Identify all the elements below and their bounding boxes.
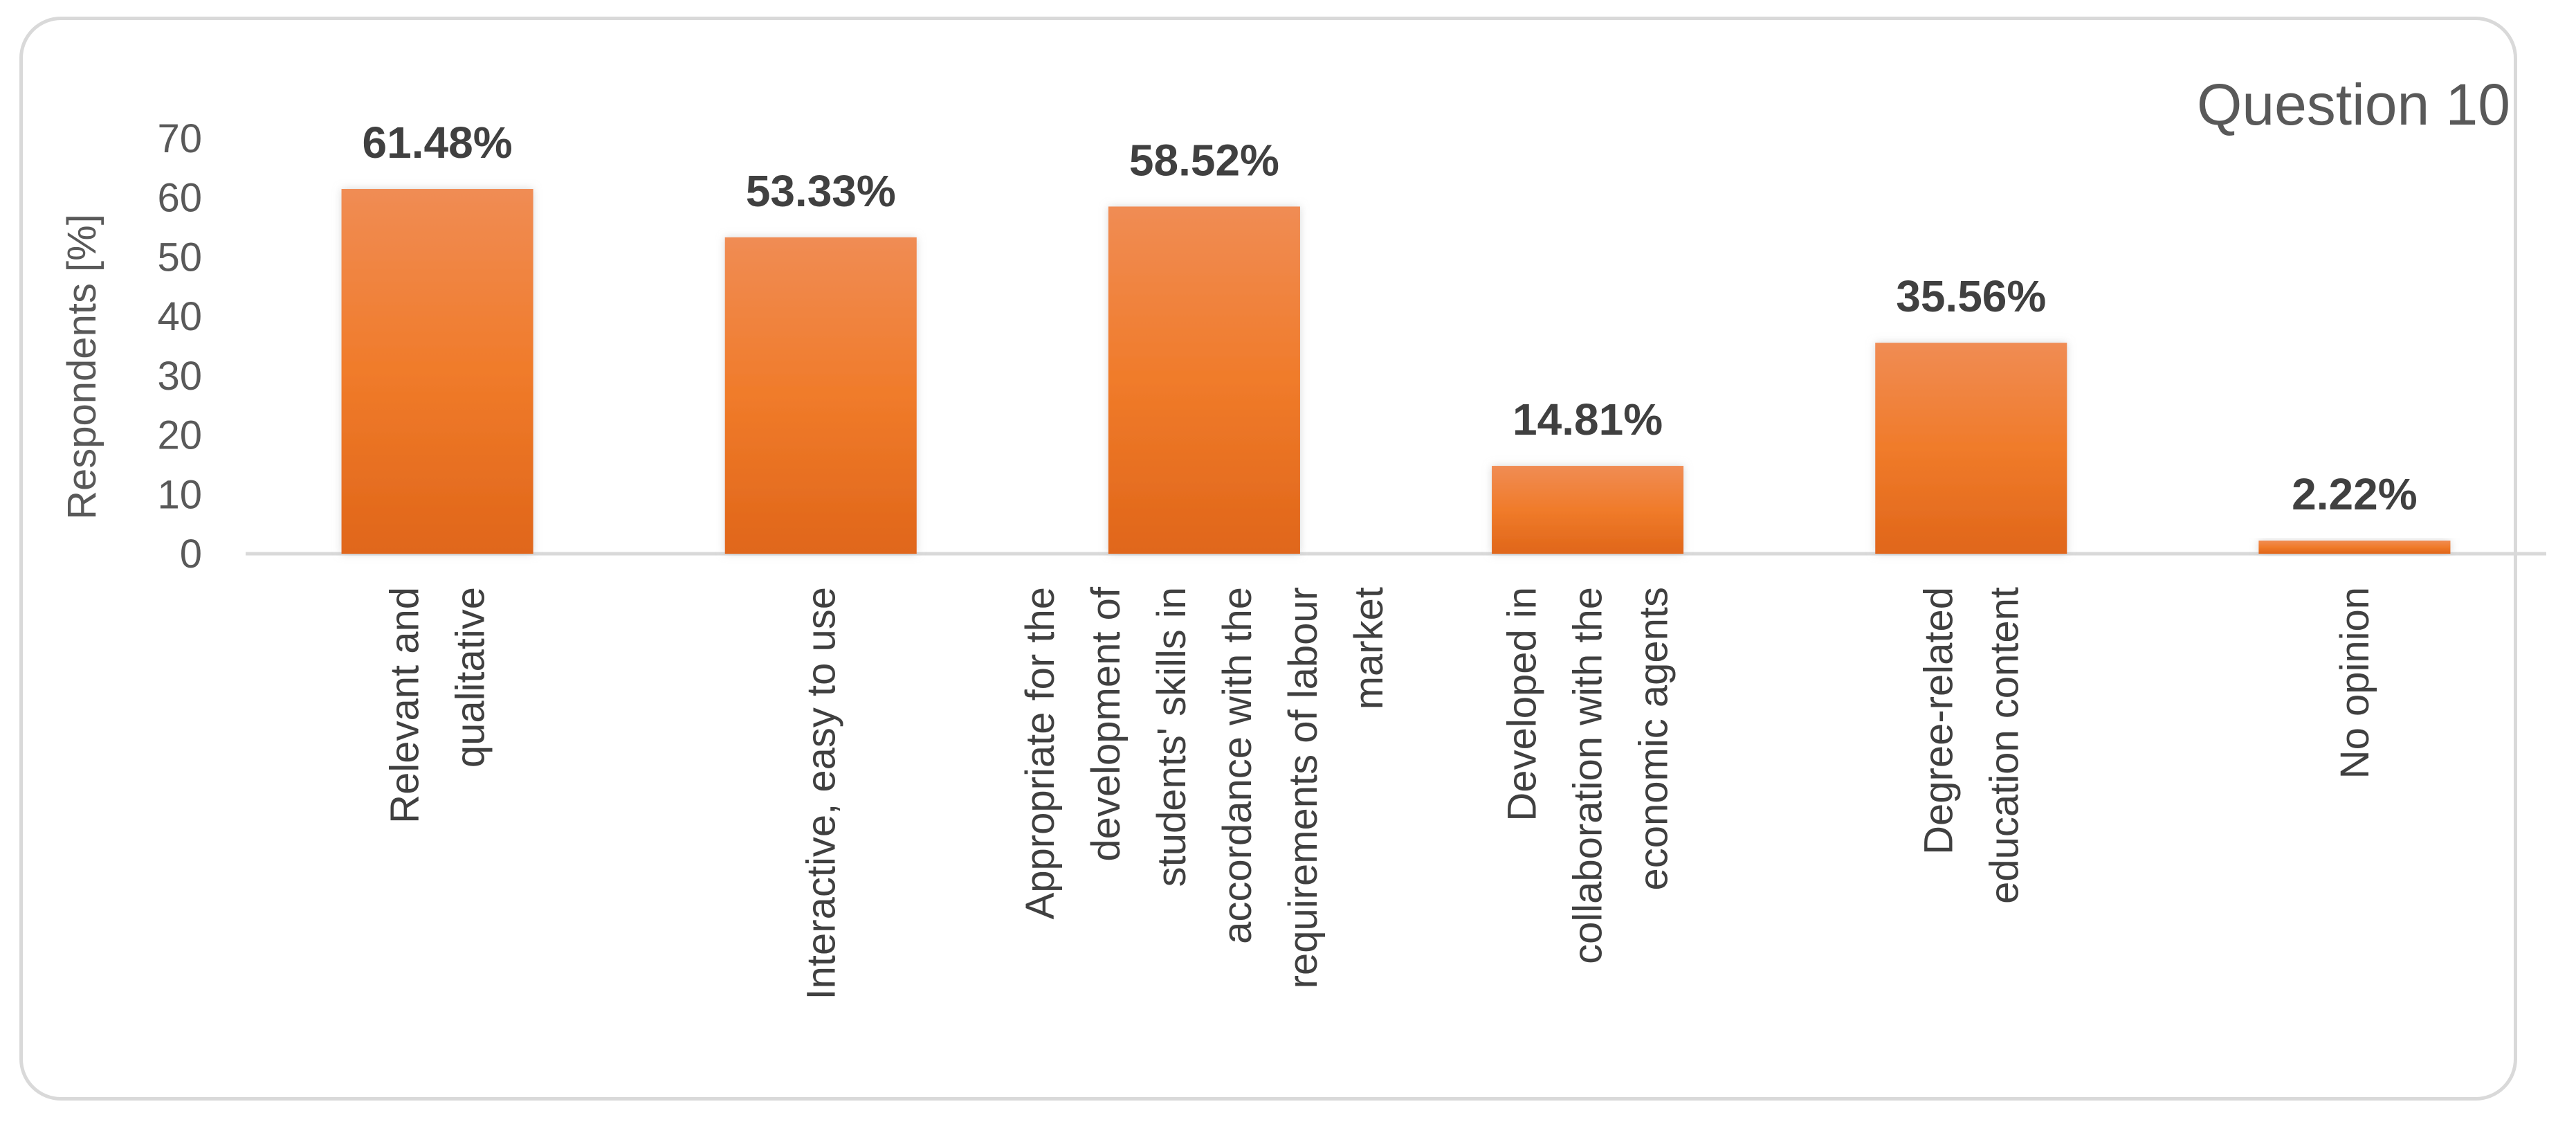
y-tick-label: 50 [157, 235, 202, 280]
y-tick-label: 40 [157, 294, 202, 339]
category-label: Developed in collaboration with the econom… [1500, 587, 1677, 964]
y-axis-ticks: 0 10 20 30 40 50 60 70 [157, 116, 202, 577]
category-label: Relevant and qualitative [383, 587, 493, 824]
data-label: 14.81% [1513, 395, 1663, 444]
y-tick-label: 60 [157, 176, 202, 221]
category-label-line: collaboration with the [1566, 587, 1611, 964]
chart-title: Question 10 [2197, 72, 2510, 137]
y-tick-label: 0 [180, 532, 202, 577]
category-label-line: No opinion [2332, 587, 2377, 779]
y-tick-label: 10 [157, 472, 202, 517]
y-tick-label: 70 [157, 116, 202, 161]
bar [2258, 540, 2451, 554]
category-label: Interactive, easy to use [798, 587, 843, 999]
category-label-line: Degree-related [1916, 587, 1961, 855]
bar [341, 189, 533, 554]
bars [341, 189, 2451, 554]
category-label-line: requirements of labour [1281, 587, 1326, 988]
bar [724, 237, 917, 554]
category-label-line: development of [1084, 586, 1129, 861]
data-label: 58.52% [1129, 135, 1279, 185]
bar [1875, 343, 2067, 554]
category-label-line: Developed in [1500, 587, 1545, 822]
y-axis-label: Respondents [%] [60, 214, 104, 520]
category-label-line: Appropriate for the [1018, 587, 1063, 919]
category-label-line: Interactive, easy to use [798, 587, 843, 999]
data-label: 61.48% [363, 118, 513, 168]
data-label: 53.33% [746, 166, 896, 216]
category-label-line: qualitative [448, 587, 493, 768]
category-label-line: market [1346, 587, 1391, 709]
category-label-line: Relevant and [383, 587, 428, 824]
data-label: 35.56% [1896, 271, 2046, 321]
category-label-line: education content [1982, 587, 2027, 904]
category-label-line: accordance with the [1215, 587, 1260, 944]
data-label: 2.22% [2292, 469, 2417, 519]
data-labels: 61.48% 53.33% 58.52% 14.81% 35.56% 2.22% [363, 118, 2418, 519]
category-label: Degree-related education content [1916, 587, 2027, 904]
category-label: Appropriate for the development of student… [1018, 586, 1391, 988]
category-label: No opinion [2332, 587, 2377, 779]
category-label-line: students' skills in [1149, 587, 1194, 887]
y-tick-label: 30 [157, 354, 202, 399]
category-labels: Relevant and qualitative Interactive, easy… [383, 586, 2377, 999]
y-tick-label: 20 [157, 413, 202, 458]
category-label-line: economic agents [1632, 587, 1677, 890]
bar [1492, 466, 1684, 554]
bar [1108, 206, 1300, 554]
